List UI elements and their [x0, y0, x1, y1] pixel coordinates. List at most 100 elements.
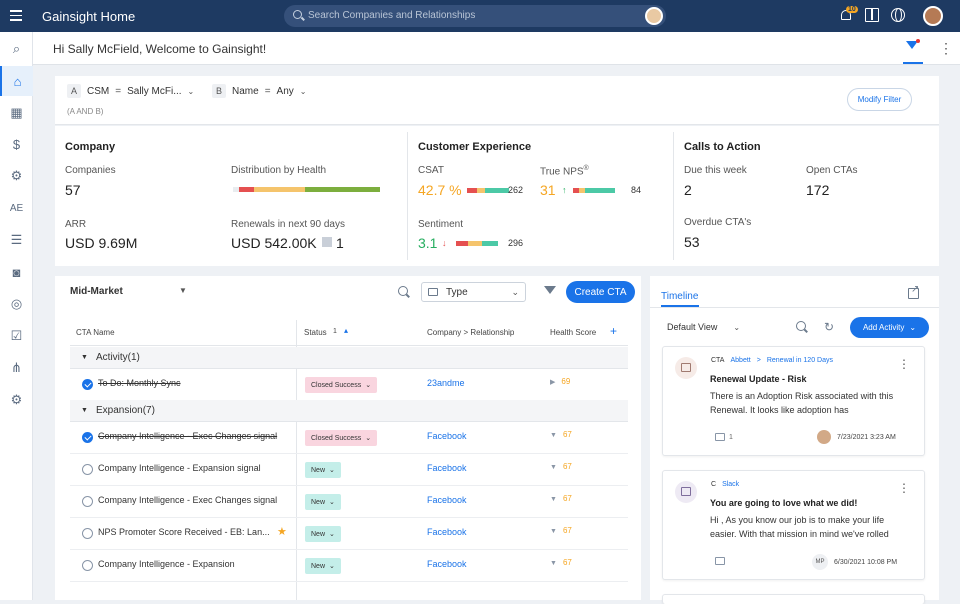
filter-a[interactable]: A CSM = Sally McFi... ⌄	[67, 84, 194, 98]
csat-value[interactable]: 42.7 %	[418, 182, 462, 198]
table-row[interactable]: Company Intelligence - Expansion signal …	[70, 454, 628, 486]
globe-icon[interactable]	[891, 8, 905, 22]
sort-ascending-icon[interactable]: ▴	[344, 326, 349, 335]
column-header-status[interactable]: Status	[304, 328, 327, 337]
timeline-card[interactable]: CTA Abbett > Renewal in 120 Days ⋮ Renew…	[662, 346, 925, 456]
status-badge[interactable]: Closed Success ⌄	[305, 377, 378, 393]
sidebar-list-icon[interactable]: ☰	[10, 232, 23, 247]
search-avatar[interactable]	[645, 7, 663, 25]
sidebar-dollar-icon[interactable]: $	[12, 136, 21, 152]
table-row[interactable]: Company Intelligence - Exec Changes sign…	[70, 422, 628, 454]
sidebar-camera-icon[interactable]: ◙	[12, 264, 21, 280]
sentiment-value[interactable]: 3.1	[418, 235, 438, 251]
view-select[interactable]: Default View ⌄	[667, 322, 740, 332]
company-link[interactable]: Facebook	[427, 431, 467, 441]
more-options-icon[interactable]: ⋮	[939, 40, 953, 56]
sidebar-home-icon[interactable]: ⌂	[0, 66, 33, 96]
menu-icon[interactable]	[10, 10, 22, 24]
app-title: Gainsight Home	[42, 9, 136, 24]
table-row[interactable]: To Do: Monthly Sync Closed Success ⌄ 23an…	[70, 369, 628, 401]
cta-name[interactable]: Company Intelligence - Exec Changes sign…	[98, 495, 278, 505]
timeline-card[interactable]	[662, 594, 925, 604]
external-link-icon[interactable]	[908, 284, 919, 299]
nps-value[interactable]: 31	[540, 182, 556, 198]
more-options-icon[interactable]: ⋮	[898, 481, 910, 495]
type-select[interactable]: Type ⌄	[421, 282, 526, 302]
column-header-cta-name[interactable]: CTA Name	[76, 328, 115, 337]
modify-filter-button[interactable]: Modify Filter	[847, 88, 912, 111]
cta-name[interactable]: To Do: Monthly Sync	[98, 378, 181, 388]
renewals-value[interactable]: USD 542.00K	[231, 235, 317, 251]
table-row[interactable]: Company Intelligence - Expansion New ⌄ Fa…	[70, 550, 628, 582]
status-badge[interactable]: New ⌄	[305, 494, 341, 510]
cta-name[interactable]: Company Intelligence - Expansion signal	[98, 463, 261, 473]
checkbox-icon[interactable]	[82, 560, 93, 571]
company-link[interactable]: Facebook	[427, 495, 467, 505]
companies-value[interactable]: 57	[65, 182, 81, 198]
book-icon[interactable]	[865, 8, 879, 22]
chevron-down-icon[interactable]: ▼	[179, 286, 187, 295]
bell-icon[interactable]: 10	[839, 6, 858, 22]
cta-name[interactable]: Company Intelligence - Expansion	[98, 559, 235, 569]
sidebar-checklist-icon[interactable]: ☑	[10, 328, 23, 343]
user-avatar[interactable]	[923, 6, 943, 26]
status-badge[interactable]: New ⌄	[305, 526, 341, 542]
nps-count: 84	[631, 185, 642, 195]
global-search[interactable]: Search Companies and Relationships	[284, 5, 666, 27]
comments[interactable]: 1	[715, 433, 733, 441]
add-column-icon[interactable]: +	[610, 324, 618, 338]
comments[interactable]	[715, 557, 725, 565]
table-row[interactable]: Company Intelligence - Exec Changes sign…	[70, 486, 628, 518]
open-ctas-value[interactable]: 172	[806, 182, 830, 198]
card-meta: MP 6/30/2021 10:08 PM	[812, 554, 897, 570]
cta-name[interactable]: NPS Promoter Score Received - EB: Lan...	[98, 527, 270, 537]
cta-name[interactable]: Company Intelligence - Exec Changes sign…	[98, 431, 278, 441]
sidebar-ae-icon[interactable]: AE	[9, 202, 24, 214]
filter-icon[interactable]	[904, 39, 920, 55]
company-link[interactable]: Facebook	[427, 463, 467, 473]
sidebar-settings-icon[interactable]: ⚙	[10, 392, 23, 407]
status-badge[interactable]: New ⌄	[305, 462, 341, 478]
table-row[interactable]: NPS Promoter Score Received - EB: Lan...…	[70, 518, 628, 550]
refresh-icon[interactable]: ↻	[824, 320, 835, 334]
create-cta-button[interactable]: Create CTA	[566, 281, 635, 303]
company-link[interactable]: Facebook	[427, 527, 467, 537]
welcome-text: Hi Sally McField, Welcome to Gainsight!	[53, 42, 267, 56]
checkbox-checked-icon[interactable]	[82, 379, 93, 390]
context-link[interactable]: Renewal in 120 Days	[766, 357, 833, 364]
status-badge[interactable]: New ⌄	[305, 558, 341, 574]
search-icon[interactable]	[796, 321, 808, 333]
checkbox-icon[interactable]	[82, 464, 93, 475]
segment-filter[interactable]: Mid-Market	[70, 286, 123, 297]
overdue-ctas-value[interactable]: 53	[684, 234, 700, 250]
health-distribution-bar[interactable]	[233, 187, 380, 192]
checkbox-icon[interactable]	[82, 496, 93, 507]
sidebar-search-icon[interactable]: ⌕	[12, 41, 21, 56]
author-avatar	[817, 430, 831, 444]
column-header-health[interactable]: Health Score	[550, 328, 597, 337]
sidebar-target-icon[interactable]: ◎	[10, 296, 23, 311]
company-link[interactable]: Abbett	[730, 357, 751, 364]
status-badge[interactable]: Closed Success ⌄	[305, 430, 378, 446]
checkbox-icon[interactable]	[82, 528, 93, 539]
company-link[interactable]: 23andme	[427, 378, 465, 388]
company-link[interactable]: Facebook	[427, 559, 467, 569]
more-options-icon[interactable]: ⋮	[898, 357, 910, 371]
add-activity-button[interactable]: Add Activity ⌄	[850, 317, 929, 338]
group-row-expansion[interactable]: ▼ Expansion(7)	[70, 400, 628, 422]
column-header-company[interactable]: Company > Relationship	[427, 328, 515, 337]
checkbox-checked-icon[interactable]	[82, 432, 93, 443]
filter-b[interactable]: B Name = Any ⌄	[212, 84, 306, 98]
sidebar-gear-icon[interactable]: ⚙	[10, 168, 23, 183]
filter-icon[interactable]	[544, 286, 556, 294]
star-icon[interactable]: ★	[277, 526, 287, 538]
due-this-week-value[interactable]: 2	[684, 182, 692, 198]
add-activity-label: Add Activity	[862, 323, 905, 332]
search-icon[interactable]	[398, 286, 410, 298]
group-row-activity[interactable]: ▼ Activity(1)	[70, 347, 628, 369]
company-link[interactable]: Slack	[722, 481, 740, 488]
tab-timeline[interactable]: Timeline	[661, 291, 699, 302]
sidebar-dashboard-icon[interactable]: ▦	[10, 105, 23, 120]
sidebar-flow-icon[interactable]: ⋔	[11, 360, 22, 375]
timeline-card[interactable]: C Slack ⋮ You are going to love what we …	[662, 470, 925, 580]
